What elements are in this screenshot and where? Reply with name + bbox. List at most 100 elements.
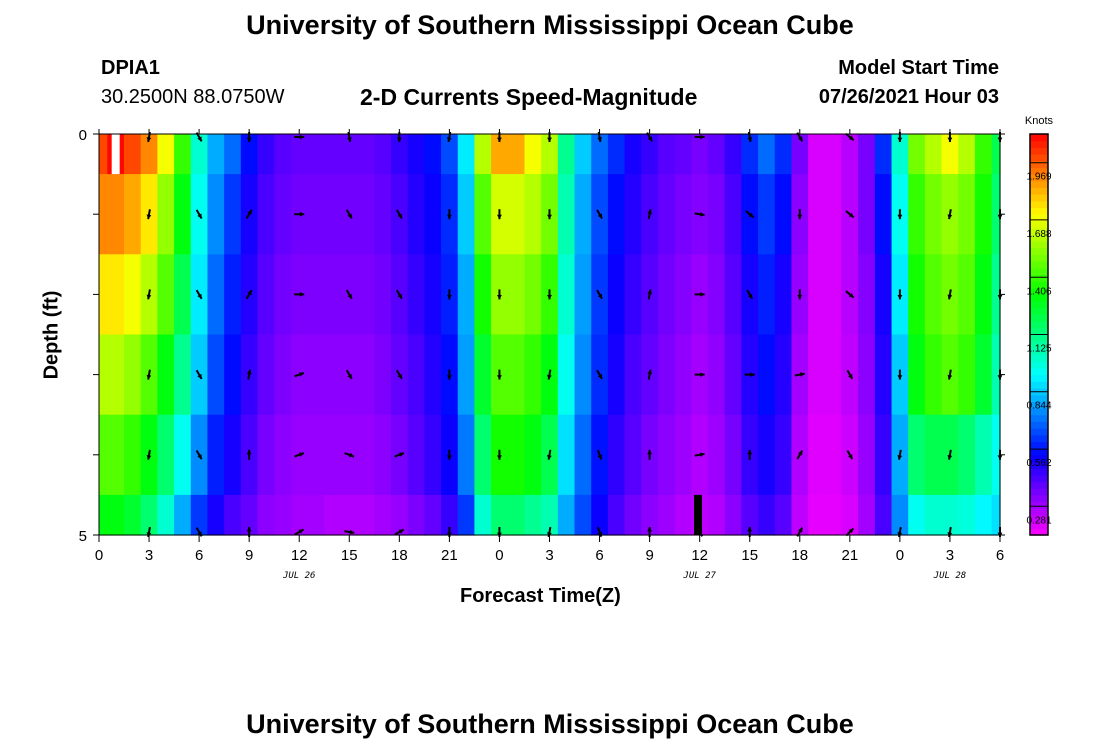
arrow-head: [798, 136, 803, 142]
arrow-head: [396, 137, 402, 142]
current-arrow: [146, 209, 152, 220]
arrow-head: [299, 134, 305, 140]
heatmap-cell: [157, 254, 175, 336]
heatmap-cell: [657, 254, 676, 336]
heatmap-cell: [240, 494, 259, 536]
heatmap-cell: [574, 494, 592, 536]
x-tick-label: 3: [946, 547, 954, 564]
heatmap-cell: [107, 334, 125, 416]
current-arrow: [195, 369, 203, 380]
arrow-head: [299, 211, 305, 217]
current-arrow: [294, 528, 305, 536]
current-arrow: [547, 449, 552, 460]
colorbar: 1.969 1.688 1.406 1.125 0.844 0.562 0.281 Knots: [1025, 115, 1054, 536]
heatmap-cell: [457, 254, 476, 336]
heatmap-cell: [274, 494, 292, 536]
arrow-head: [347, 137, 352, 142]
colorbar-segment: [1030, 174, 1048, 182]
heatmap-cell: [224, 134, 242, 175]
heatmap-cell: [99, 254, 108, 336]
heatmap-cell: [958, 174, 976, 255]
heatmap-cell: [574, 254, 592, 336]
heatmap-cell: [874, 254, 893, 336]
heatmap-cell: [657, 334, 676, 416]
heatmap-cell: [224, 254, 242, 336]
colorbar-segment: [1030, 301, 1048, 309]
heatmap-cell: [974, 494, 993, 536]
heatmap-cell: [507, 134, 526, 175]
heatmap-cell: [708, 134, 726, 175]
heatmap-cell: [524, 134, 542, 175]
heatmap-cell: [224, 414, 242, 496]
heatmap-cell: [507, 334, 526, 416]
heatmap-cell: [474, 494, 492, 536]
heatmap-cell: [924, 254, 943, 336]
colorbar-segment: [1030, 354, 1048, 362]
arrow-head: [197, 454, 202, 460]
current-arrow: [845, 290, 855, 299]
heatmap-cell: [774, 334, 793, 416]
current-arrow: [694, 372, 705, 377]
heatmap-cell: [424, 254, 442, 336]
heatmap-cell: [557, 174, 576, 255]
heatmap-cell: [858, 174, 876, 255]
arrow-head: [700, 292, 705, 297]
current-arrow: [344, 529, 355, 535]
heatmap-cell: [891, 134, 909, 175]
heatmap-cell: [824, 254, 843, 336]
colorbar-segment: [1030, 287, 1048, 295]
heatmap-cell: [574, 134, 592, 175]
heatmap-cell: [374, 254, 392, 336]
current-arrow: [694, 211, 705, 217]
current-arrow: [195, 449, 203, 460]
colorbar-segment: [1030, 134, 1048, 142]
heatmap-cell: [107, 174, 125, 255]
x-tick-label: 12: [291, 547, 308, 564]
colorbar-segment: [1030, 274, 1048, 282]
current-arrow: [294, 452, 305, 458]
heatmap-cell: [941, 134, 959, 175]
current-arrow: [694, 134, 705, 140]
heatmap-cell: [908, 134, 926, 175]
arrow-head: [748, 212, 754, 218]
arrow-head: [947, 214, 953, 220]
colorbar-tick-label: 1.688: [1026, 229, 1051, 240]
colorbar-segment: [1030, 434, 1048, 443]
heatmap-cell: [507, 414, 526, 496]
heatmap-cell: [140, 134, 158, 175]
arrow-head: [146, 294, 152, 300]
heatmap-cell: [257, 174, 275, 255]
current-arrow: [547, 369, 552, 380]
heatmap-cell: [174, 174, 192, 255]
arrow-head: [897, 214, 903, 220]
heatmap-cell: [908, 254, 926, 336]
heatmap-cell: [808, 494, 826, 536]
colorbar-segment: [1030, 448, 1048, 456]
heatmap-cell: [324, 414, 342, 496]
heatmap-cell: [924, 414, 943, 496]
arrow-head: [197, 136, 202, 142]
colorbar-segment: [1030, 167, 1048, 175]
arrow-head: [446, 214, 452, 220]
heatmap-cell: [607, 494, 626, 536]
heatmap-cell: [974, 134, 993, 175]
heatmap-cell: [224, 174, 242, 255]
heatmap-cell: [157, 494, 175, 536]
arrow-head: [699, 452, 705, 458]
current-arrow: [797, 289, 803, 300]
arrow-head: [647, 527, 653, 532]
x-tick-label: 15: [741, 547, 758, 564]
x-tick-label: 3: [145, 547, 153, 564]
heatmap-cell: [858, 414, 876, 496]
current-arrow: [394, 528, 405, 536]
arrow-head: [298, 452, 304, 457]
heatmap-cell: [224, 494, 242, 536]
heatmap-cell: [824, 134, 843, 175]
x-tick-label: 15: [341, 547, 358, 564]
heatmap-cell: [357, 334, 375, 416]
heatmap-cell: [624, 334, 642, 416]
heatmap-cell: [824, 414, 843, 496]
arrow-head: [848, 528, 854, 534]
colorbar-segment: [1030, 454, 1048, 463]
current-arrow: [446, 289, 452, 300]
